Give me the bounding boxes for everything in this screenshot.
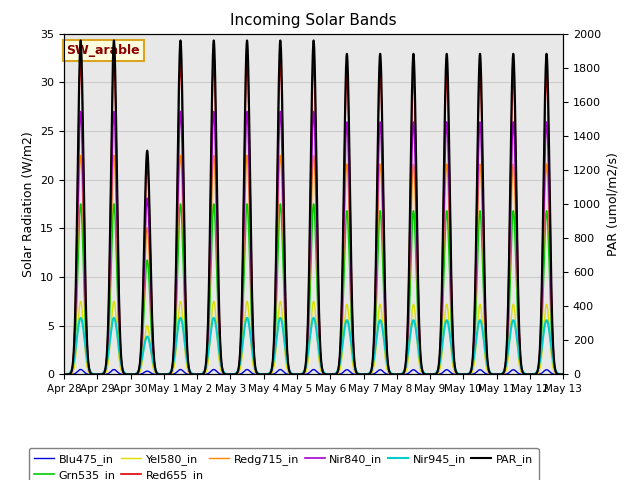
Redg715_in: [77, 153, 84, 158]
PAR_in: [167, 370, 175, 375]
Redg715_in: [557, 372, 565, 377]
Yel580_in: [247, 340, 255, 346]
Nir945_in: [162, 372, 170, 377]
Line: Yel580_in: Yel580_in: [64, 301, 563, 374]
Grn535_in: [453, 371, 461, 377]
Nir945_in: [559, 372, 567, 377]
PAR_in: [77, 37, 84, 43]
Grn535_in: [77, 201, 84, 207]
Blu475_in: [162, 372, 170, 377]
Redg715_in: [247, 277, 255, 283]
Redg715_in: [162, 372, 170, 377]
Nir945_in: [247, 336, 255, 342]
Blu475_in: [60, 372, 68, 377]
PAR_in: [557, 372, 565, 377]
PAR_in: [60, 372, 68, 377]
Nir840_in: [559, 372, 567, 377]
Yel580_in: [60, 372, 68, 377]
Redg715_in: [559, 372, 567, 377]
Nir840_in: [167, 370, 175, 376]
PAR_in: [247, 228, 255, 233]
Blu475_in: [382, 371, 390, 377]
Line: Grn535_in: Grn535_in: [64, 204, 563, 374]
Nir945_in: [60, 372, 68, 377]
Nir840_in: [557, 372, 565, 377]
Red655_in: [167, 370, 175, 375]
Nir840_in: [247, 258, 255, 264]
Yel580_in: [77, 299, 84, 304]
Red655_in: [60, 372, 68, 377]
Nir945_in: [77, 315, 84, 321]
Grn535_in: [557, 372, 565, 377]
Red655_in: [559, 372, 567, 377]
Red655_in: [382, 330, 390, 336]
Blu475_in: [77, 367, 84, 372]
Text: SW_arable: SW_arable: [67, 44, 140, 57]
Grn535_in: [162, 372, 170, 377]
Grn535_in: [167, 371, 175, 376]
Line: PAR_in: PAR_in: [64, 40, 563, 374]
Y-axis label: PAR (umol/m2/s): PAR (umol/m2/s): [607, 152, 620, 256]
Nir840_in: [382, 337, 390, 343]
Blu475_in: [559, 372, 567, 377]
Nir840_in: [453, 371, 461, 377]
Yel580_in: [559, 372, 567, 377]
Grn535_in: [382, 349, 390, 355]
Nir840_in: [162, 372, 170, 377]
Nir945_in: [382, 354, 390, 360]
Line: Blu475_in: Blu475_in: [64, 370, 563, 374]
Legend: Blu475_in, Grn535_in, Yel580_in, Red655_in, Redg715_in, Nir840_in, Nir945_in, PA: Blu475_in, Grn535_in, Yel580_in, Red655_…: [29, 448, 538, 480]
Nir945_in: [557, 372, 565, 377]
PAR_in: [162, 372, 170, 377]
Yel580_in: [453, 372, 461, 377]
Title: Incoming Solar Bands: Incoming Solar Bands: [230, 13, 397, 28]
Red655_in: [557, 372, 565, 377]
Red655_in: [162, 372, 170, 377]
Red655_in: [453, 371, 461, 376]
PAR_in: [559, 372, 567, 377]
Redg715_in: [167, 370, 175, 376]
Grn535_in: [559, 372, 567, 377]
Line: Redg715_in: Redg715_in: [64, 156, 563, 374]
Redg715_in: [382, 343, 390, 348]
Nir840_in: [77, 108, 84, 114]
Redg715_in: [453, 371, 461, 377]
Yel580_in: [382, 362, 390, 368]
Line: Nir945_in: Nir945_in: [64, 318, 563, 374]
Blu475_in: [247, 370, 255, 375]
Blu475_in: [453, 372, 461, 377]
Yel580_in: [167, 371, 175, 377]
PAR_in: [382, 327, 390, 333]
Red655_in: [247, 237, 255, 243]
Blu475_in: [557, 372, 565, 377]
Nir840_in: [60, 372, 68, 377]
Y-axis label: Solar Radiation (W/m2): Solar Radiation (W/m2): [22, 131, 35, 277]
Yel580_in: [557, 372, 565, 377]
Redg715_in: [60, 372, 68, 377]
Nir945_in: [167, 369, 175, 374]
Line: Red655_in: Red655_in: [64, 63, 563, 374]
Red655_in: [77, 60, 84, 66]
Grn535_in: [60, 372, 68, 377]
Yel580_in: [162, 372, 170, 377]
Nir945_in: [453, 370, 461, 375]
Grn535_in: [247, 298, 255, 304]
Blu475_in: [167, 372, 175, 377]
PAR_in: [453, 371, 461, 376]
Line: Nir840_in: Nir840_in: [64, 111, 563, 374]
